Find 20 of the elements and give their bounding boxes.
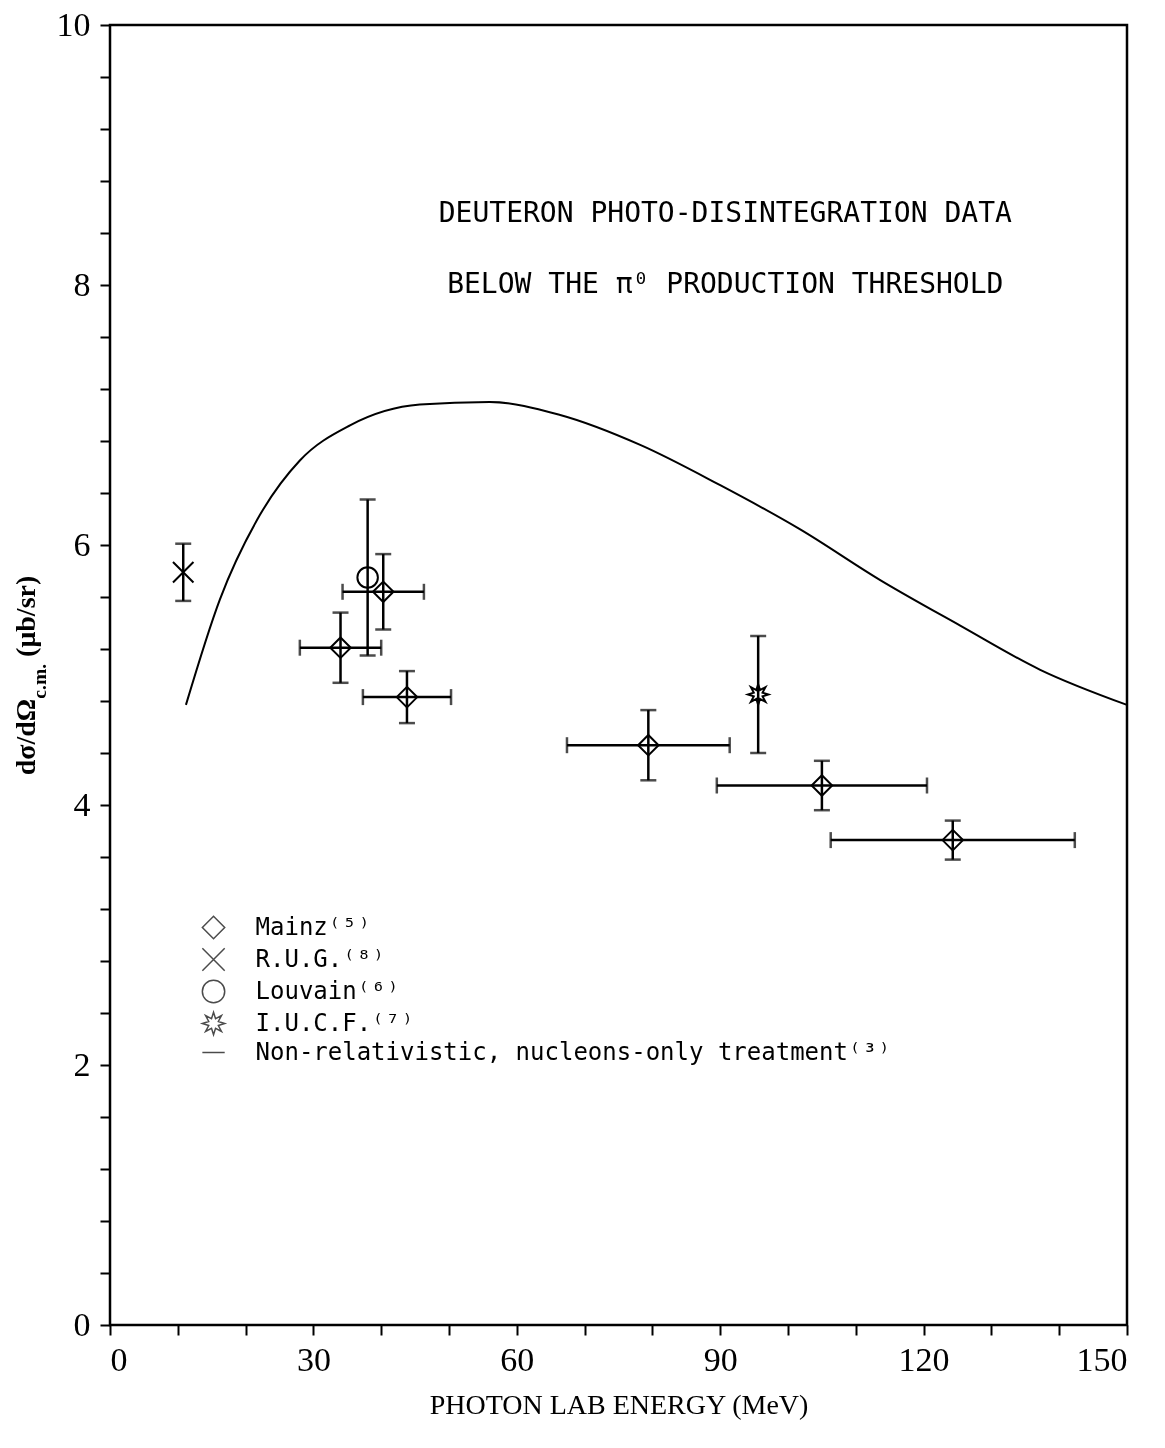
x-tick-label: 0 xyxy=(110,1340,128,1378)
legend-label: Non-relativistic, nucleons-only treatment⁽³⁾ xyxy=(255,1037,892,1066)
legend-label: I.U.C.F.⁽⁷⁾ xyxy=(255,1008,415,1037)
y-tick-label: 0 xyxy=(73,1305,91,1343)
legend-label: Mainz⁽⁵⁾ xyxy=(255,912,372,941)
annotation: BELOW THE π⁰ PRODUCTION THRESHOLD xyxy=(447,267,1004,300)
x-tick-label: 120 xyxy=(898,1340,950,1378)
y-tick-label: 10 xyxy=(56,5,91,43)
x-tick-label: 90 xyxy=(703,1340,738,1378)
x-tick-label: 150 xyxy=(1076,1340,1128,1378)
y-tick-label: 2 xyxy=(73,1045,91,1083)
x-tick-label: 30 xyxy=(296,1340,331,1378)
y-tick-label: 4 xyxy=(73,785,91,823)
legend-label: R.U.G.⁽⁸⁾ xyxy=(255,944,386,973)
y-tick-label: 8 xyxy=(73,265,91,303)
x-tick-label: 60 xyxy=(500,1340,535,1378)
annotation: DEUTERON PHOTO-DISINTEGRATION DATA xyxy=(438,195,1012,229)
y-tick-label: 6 xyxy=(73,525,91,563)
x-axis-title: PHOTON LAB ENERGY (MeV) xyxy=(429,1388,809,1420)
legend-label: Louvain⁽⁶⁾ xyxy=(255,976,401,1005)
